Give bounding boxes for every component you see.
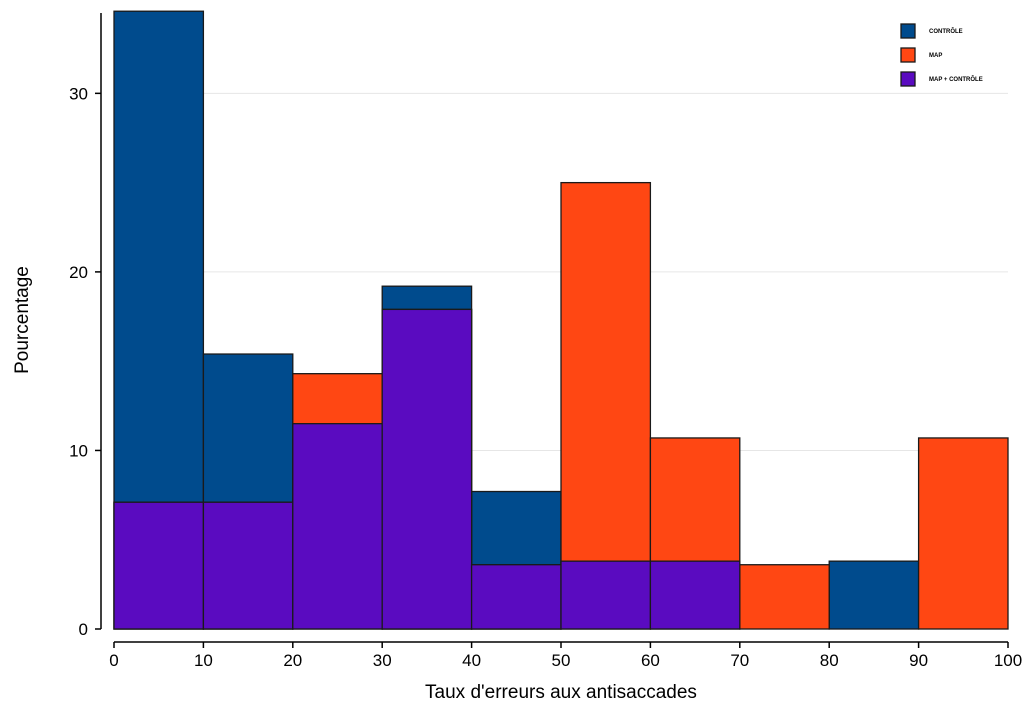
bar-series-2-bin-1: [202, 501, 294, 630]
bar-series-2-bin-3: [381, 308, 473, 630]
bar-series-0-bin-8: [828, 560, 920, 630]
legend-label-1: MAP: [929, 53, 942, 59]
x-axis-title: Taux d'erreurs aux antisaccades: [425, 682, 697, 703]
y-tick-label-2: 20: [69, 263, 88, 282]
y-tick-label-1: 10: [69, 441, 88, 460]
legend-label-0: CONTRÔLE: [929, 27, 963, 35]
x-tick-label-6: 60: [641, 651, 660, 670]
legend-label-2: MAP + CONTRÔLE: [929, 75, 983, 83]
bar-series-2-bin-0: [113, 501, 205, 630]
y-tick-label-3: 30: [69, 84, 88, 103]
x-tick-label-9: 90: [909, 651, 928, 670]
legend-swatch-1: [900, 47, 916, 63]
x-tick-label-3: 30: [373, 651, 392, 670]
x-tick-label-7: 70: [730, 651, 749, 670]
bar-series-1-bin-9: [917, 437, 1009, 630]
histogram-bars: [113, 10, 1009, 630]
y-tick-label-0: 0: [79, 620, 88, 639]
x-tick-label-0: 0: [109, 651, 118, 670]
bar-series-2-bin-4: [470, 564, 562, 630]
bar-series-1-bin-5: [560, 181, 652, 630]
legend: CONTRÔLE MAP MAP + CONTRÔLE: [900, 23, 983, 87]
x-tick-label-5: 50: [552, 651, 571, 670]
bar-series-1-bin-7: [739, 564, 830, 630]
bar-series-2-bin-2: [292, 423, 383, 630]
legend-swatch-0: [900, 23, 916, 39]
legend-swatch-2: [900, 71, 916, 87]
x-tick-label-10: 100: [994, 651, 1022, 670]
axes: 0 10 20 30 0 10 20 30 40 50 60 70 80 90 100: [69, 13, 1022, 670]
x-tick-label-2: 20: [283, 651, 302, 670]
x-tick-label-1: 10: [194, 651, 213, 670]
x-tick-label-8: 80: [820, 651, 839, 670]
y-axis-title: Pourcentage: [12, 266, 33, 374]
bar-series-2-bin-6: [649, 560, 741, 630]
bar-series-2-bin-5: [560, 560, 652, 630]
x-tick-label-4: 40: [462, 651, 481, 670]
